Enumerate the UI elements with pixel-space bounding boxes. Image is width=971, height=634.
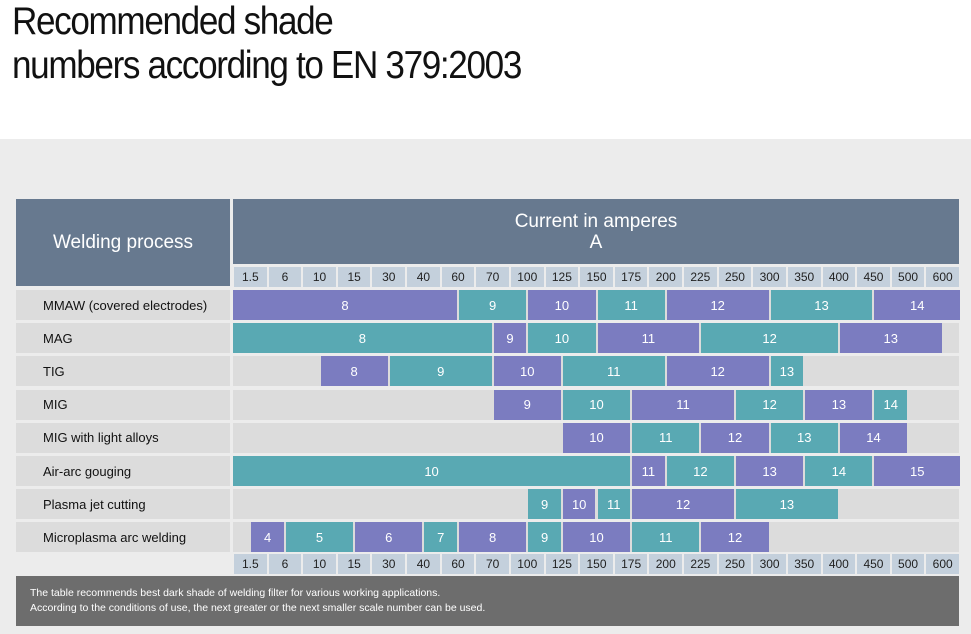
page-title-line1: Recommended shade	[12, 0, 334, 43]
shade-table-panel	[0, 139, 971, 634]
page-title-line2: numbers according to EN 379:2003	[12, 44, 522, 87]
page-title: Recommended shade numbers according to E…	[12, 0, 522, 88]
